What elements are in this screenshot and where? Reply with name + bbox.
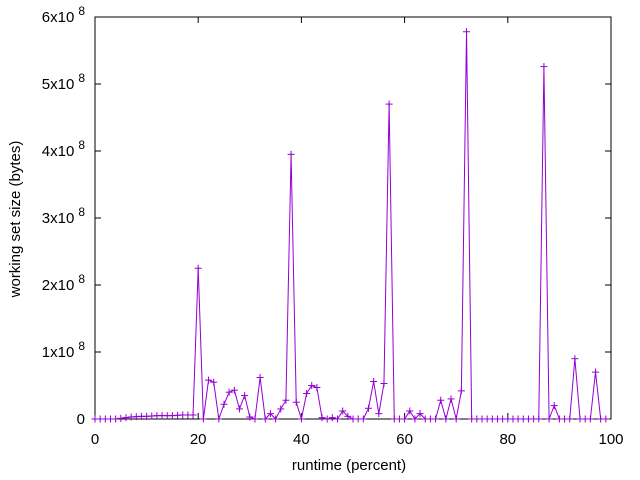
series-line-group: [91, 28, 610, 423]
data-point-marker: [385, 100, 393, 108]
data-point-marker: [586, 415, 594, 423]
data-point-marker: [416, 410, 424, 418]
data-point-marker: [261, 415, 269, 423]
data-point-marker: [437, 396, 445, 404]
data-point-marker: [411, 415, 419, 423]
data-point-marker: [566, 415, 574, 423]
data-point-marker: [292, 398, 300, 406]
data-point-marker: [256, 373, 264, 381]
data-point-marker: [205, 376, 213, 384]
x-tick-label: 100: [598, 431, 623, 448]
data-point-marker: [370, 377, 378, 385]
data-point-marker: [235, 405, 243, 413]
y-tick-label: 6x10 8: [42, 4, 86, 26]
data-point-marker: [323, 415, 331, 423]
data-point-marker: [318, 414, 326, 422]
y-tick-label: 5x10 8: [42, 71, 86, 93]
data-point-marker: [117, 414, 125, 422]
data-point-marker: [592, 368, 600, 376]
data-point-marker: [210, 378, 218, 386]
data-point-marker: [303, 390, 311, 398]
data-point-marker: [189, 411, 197, 419]
data-point-marker: [442, 415, 450, 423]
series-line: [95, 31, 606, 421]
data-point-marker: [375, 410, 383, 418]
x-tick-label: 0: [91, 431, 99, 448]
data-point-marker: [272, 415, 280, 423]
data-point-marker: [535, 415, 543, 423]
data-point-marker: [364, 404, 372, 412]
data-point-marker: [457, 387, 465, 395]
data-point-marker: [241, 392, 249, 400]
data-point-marker: [308, 382, 316, 389]
data-point-marker: [122, 414, 130, 422]
y-tick-label: 3x10 8: [42, 205, 86, 227]
data-point-marker: [282, 396, 290, 404]
data-point-marker: [225, 388, 233, 396]
data-point-marker: [463, 28, 471, 36]
data-point-marker: [406, 407, 414, 415]
data-point-marker: [287, 150, 295, 158]
x-tick-label: 40: [293, 431, 310, 448]
data-point-marker: [334, 415, 342, 423]
data-point-marker: [447, 395, 455, 403]
data-point-marker: [328, 414, 336, 422]
data-point-marker: [194, 264, 202, 272]
y-tick-label: 2x10 8: [42, 272, 86, 294]
data-point-marker: [215, 415, 223, 423]
y-axis-label: working set size (bytes): [7, 141, 24, 299]
data-point-marker: [380, 379, 388, 387]
y-tick-label: 4x10 8: [42, 138, 86, 160]
data-point-marker: [602, 415, 610, 423]
data-point-marker: [571, 355, 579, 363]
data-point-marker: [199, 415, 207, 423]
data-point-marker: [266, 410, 274, 418]
plot-frame: [94, 16, 612, 420]
data-point-marker: [550, 402, 558, 410]
data-point-marker: [545, 415, 553, 423]
data-point-marker: [230, 386, 238, 394]
x-tick-label: 80: [499, 431, 516, 448]
data-point-marker: [344, 412, 352, 420]
data-point-marker: [432, 415, 440, 423]
y-tick-label: 1x10 8: [42, 339, 86, 361]
data-point-marker: [112, 415, 120, 423]
data-point-marker: [401, 415, 409, 423]
data-point-marker: [246, 413, 254, 421]
data-point-marker: [359, 415, 367, 423]
x-tick-label: 60: [396, 431, 413, 448]
x-axis-label: runtime (percent): [292, 457, 406, 474]
axes: 0 20 40 60 80 100 0 1x10 8 2x10 8 3x10 8 4x10 8 5x10 8 6x…: [42, 4, 624, 448]
data-point-marker: [251, 415, 259, 423]
data-point-marker: [220, 400, 228, 408]
y-tick-label: 0: [77, 411, 85, 428]
data-point-marker: [297, 415, 305, 423]
data-point-marker: [339, 407, 347, 415]
data-point-marker: [540, 63, 548, 71]
x-tick-label: 20: [190, 431, 207, 448]
data-point-marker: [452, 415, 460, 423]
data-point-marker: [313, 384, 321, 392]
data-point-marker: [277, 405, 285, 413]
